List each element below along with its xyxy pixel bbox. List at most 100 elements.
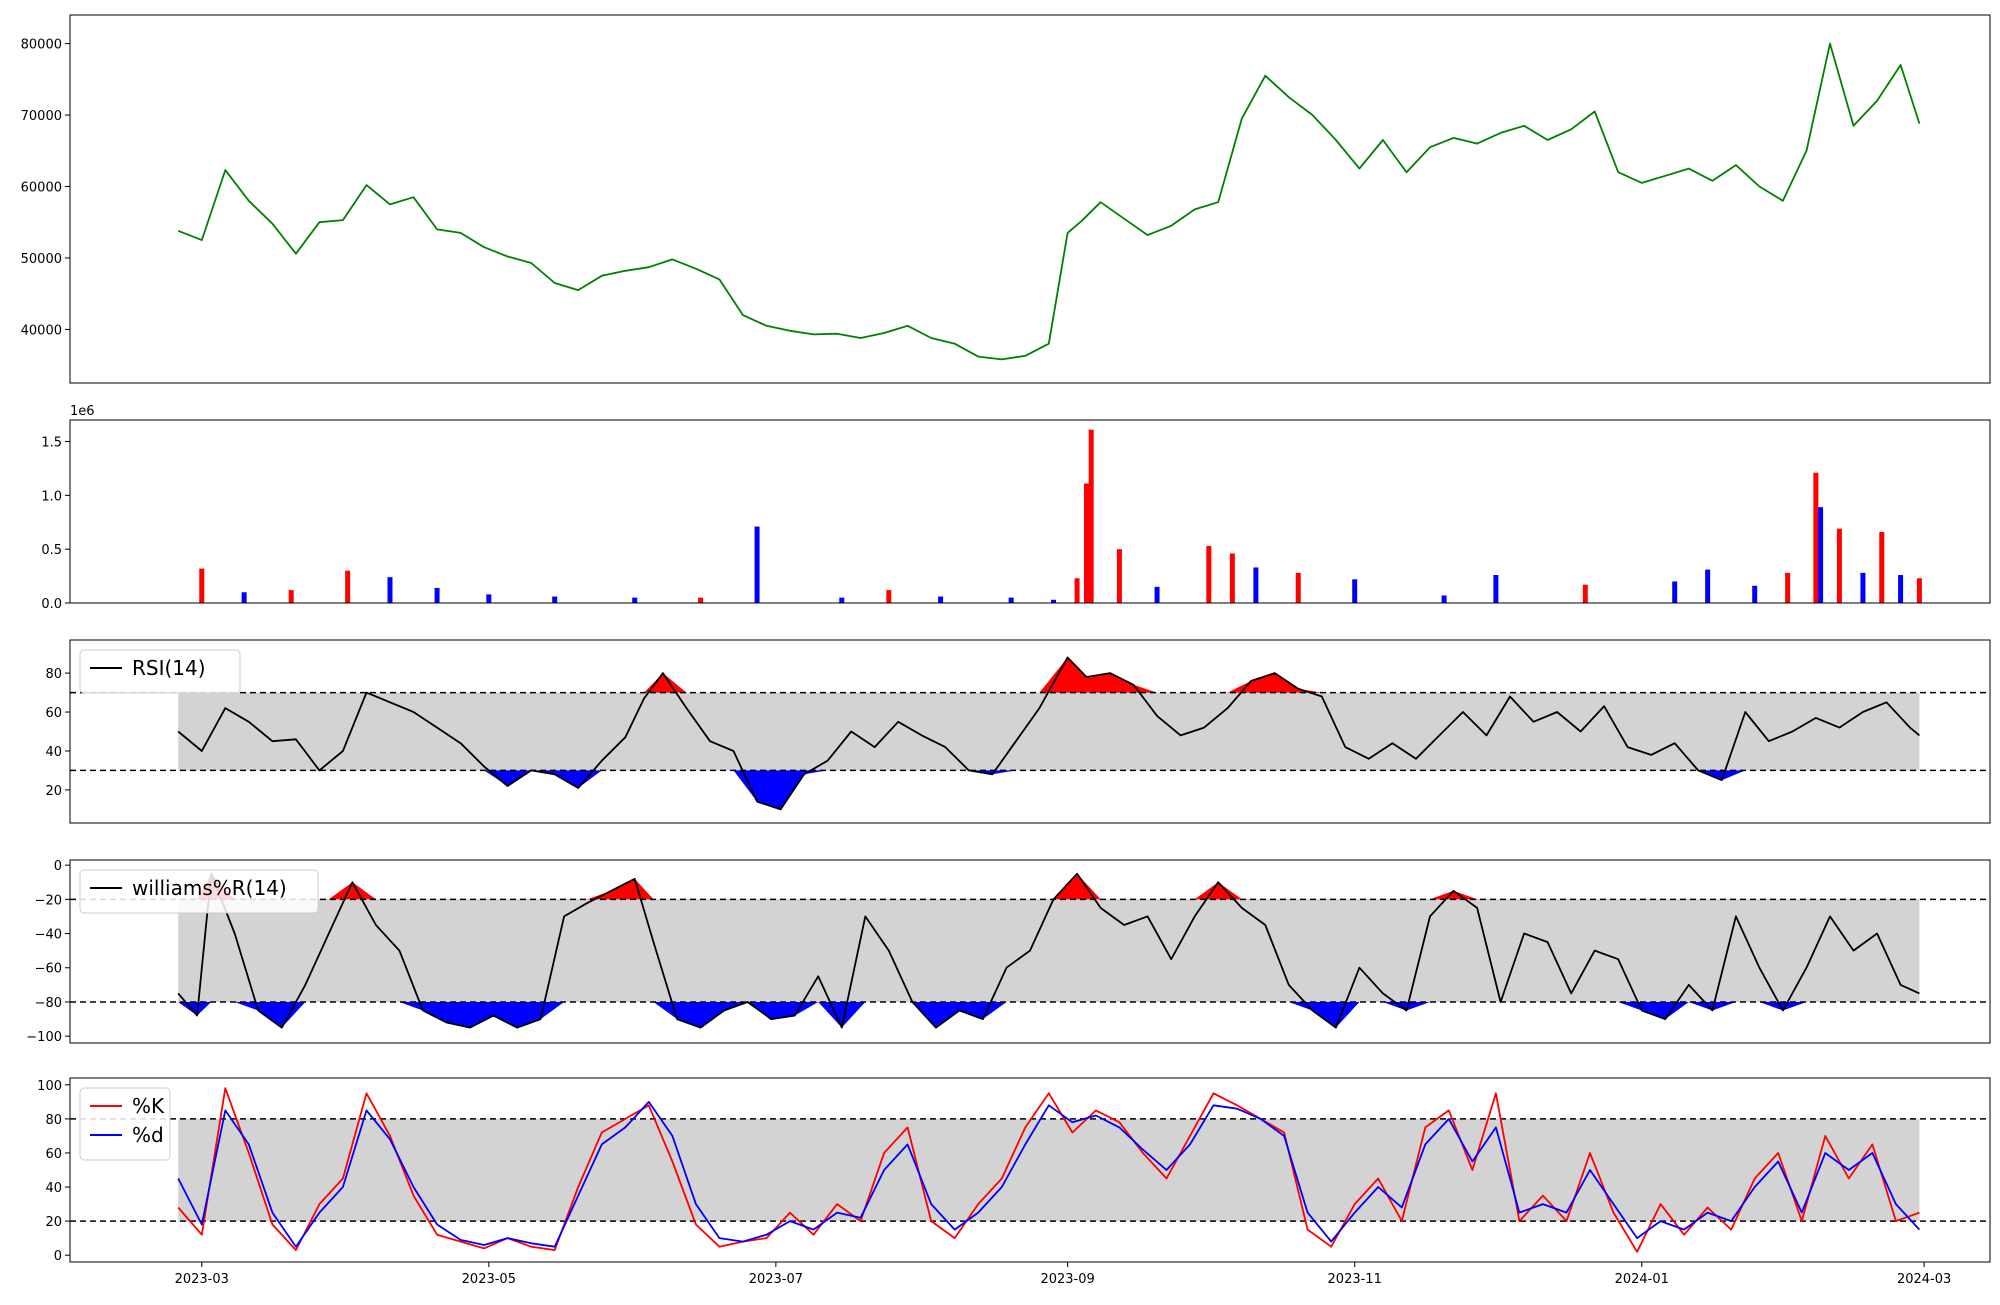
volume-bar <box>1916 578 1922 603</box>
williams-legend-label: williams%R(14) <box>132 876 287 900</box>
volume-bar <box>698 597 704 603</box>
price-y-tick-label: 40000 <box>21 323 62 338</box>
text-layer: 1e6 40000 50000 60000 70000 80000 0.0 0.5 1.0 1.… <box>21 38 1952 1287</box>
volume-bar <box>434 587 440 603</box>
williams-y-tick-label: −80 <box>35 996 62 1011</box>
volume-bar <box>1229 553 1235 603</box>
volume-bar <box>1752 585 1758 603</box>
volume-bar <box>839 597 845 603</box>
stochastic-axes-frame <box>69 1077 1991 1263</box>
williams-y-tick-label: −60 <box>35 962 62 977</box>
volume-bar <box>288 590 294 603</box>
x-tick-label: 2024-03 <box>1897 1272 1951 1287</box>
volume-bar <box>1898 575 1904 603</box>
rsi-line <box>177 656 1920 811</box>
volume-bar <box>1352 579 1358 603</box>
volume-bar <box>1879 531 1885 603</box>
williams-line <box>177 872 1920 1029</box>
volume-bar <box>1672 581 1678 603</box>
rsi-axes-frame <box>69 639 1991 824</box>
price-y-tick-label: 60000 <box>21 180 62 195</box>
x-tick-label: 2023-07 <box>749 1272 803 1287</box>
williams-y-tick-label: −40 <box>35 928 62 943</box>
volume-bar <box>1051 599 1057 603</box>
stochastic-y-tick-label: 80 <box>45 1113 62 1128</box>
williams-y-tick-label: 0 <box>54 859 62 874</box>
volume-bar <box>1582 584 1588 603</box>
stochastic-y-tick-label: 40 <box>45 1181 62 1196</box>
volume-bar <box>1813 472 1819 603</box>
volume-bar <box>1493 575 1499 603</box>
volume-bar <box>486 594 492 603</box>
rsi-legend-label: RSI(14) <box>132 656 206 680</box>
rsi-y-tick-label: 20 <box>45 784 62 799</box>
price-y-tick-label: 50000 <box>21 252 62 267</box>
williams-overbought-fill <box>178 873 1920 900</box>
volume-bar <box>1253 567 1259 603</box>
volume-bar <box>1836 528 1842 603</box>
volume-bar <box>1295 572 1301 603</box>
williams-axes-frame <box>69 859 1991 1044</box>
price-y-tick-label: 70000 <box>21 109 62 124</box>
rsi-overbought-fill <box>178 657 1920 693</box>
volume-bar <box>754 526 760 603</box>
rsi-band <box>178 692 1920 771</box>
price-axes-frame <box>69 14 1991 384</box>
volume-bar <box>1116 549 1122 603</box>
fills-layer <box>178 657 1920 1222</box>
frames-layer <box>65 14 1991 1267</box>
volume-bar <box>938 596 944 603</box>
stochastic-legend-label: %K <box>132 1094 165 1118</box>
volume-bar <box>199 568 205 603</box>
stochastic-y-tick-label: 20 <box>45 1215 62 1230</box>
rsi-legend-box <box>79 649 241 694</box>
volume-bar <box>552 596 558 603</box>
stochastic-legend-label: %d <box>132 1123 164 1147</box>
volume-bar <box>1074 578 1080 603</box>
williams-y-tick-label: −100 <box>26 1030 62 1045</box>
price-y-tick-label: 80000 <box>21 38 62 53</box>
volume-y-tick-label: 0.0 <box>41 597 62 612</box>
volume-bar <box>1705 569 1711 603</box>
x-tick-label: 2023-03 <box>175 1272 229 1287</box>
stochastic-y-tick-label: 60 <box>45 1147 62 1162</box>
x-tick-label: 2023-11 <box>1328 1272 1382 1287</box>
volume-offset-label: 1e6 <box>70 404 95 419</box>
stochastic-y-tick-label: 0 <box>54 1249 62 1264</box>
volume-bar <box>886 590 892 603</box>
volume-bar <box>387 577 393 603</box>
volume-bar <box>1088 429 1094 603</box>
volume-bar <box>632 597 638 603</box>
williams-y-tick-label: −20 <box>35 893 62 908</box>
volume-bar <box>1008 597 1014 603</box>
x-tick-label: 2024-01 <box>1615 1272 1669 1287</box>
williams-band <box>178 899 1920 1002</box>
volume-axes-frame <box>69 419 1991 604</box>
rsi-y-tick-label: 80 <box>45 667 62 682</box>
volume-bar <box>1154 586 1160 603</box>
stochastic-line-d <box>177 1101 1921 1248</box>
volume-y-tick-label: 1.0 <box>41 489 62 504</box>
stochastic-band <box>178 1118 1920 1222</box>
marks-layer <box>70 42 1990 1253</box>
rsi-y-tick-label: 60 <box>45 706 62 721</box>
stochastic-line-k <box>177 1087 1920 1253</box>
volume-y-tick-label: 0.5 <box>41 543 62 558</box>
stochastic-y-tick-label: 100 <box>37 1079 62 1094</box>
volume-bar <box>1206 545 1212 603</box>
volume-y-tick-label: 1.5 <box>41 436 62 451</box>
williams-legend-box <box>79 869 319 914</box>
x-tick-label: 2023-05 <box>462 1272 516 1287</box>
volume-bar <box>1441 595 1447 603</box>
rsi-y-tick-label: 40 <box>45 745 62 760</box>
volume-bar <box>1785 572 1791 603</box>
volume-bar <box>1083 483 1089 603</box>
volume-bar <box>345 570 351 603</box>
price-line <box>177 42 1921 361</box>
volume-bar <box>1818 507 1824 603</box>
williams-oversold-fill <box>178 1001 1920 1028</box>
volume-bar <box>1860 572 1866 603</box>
